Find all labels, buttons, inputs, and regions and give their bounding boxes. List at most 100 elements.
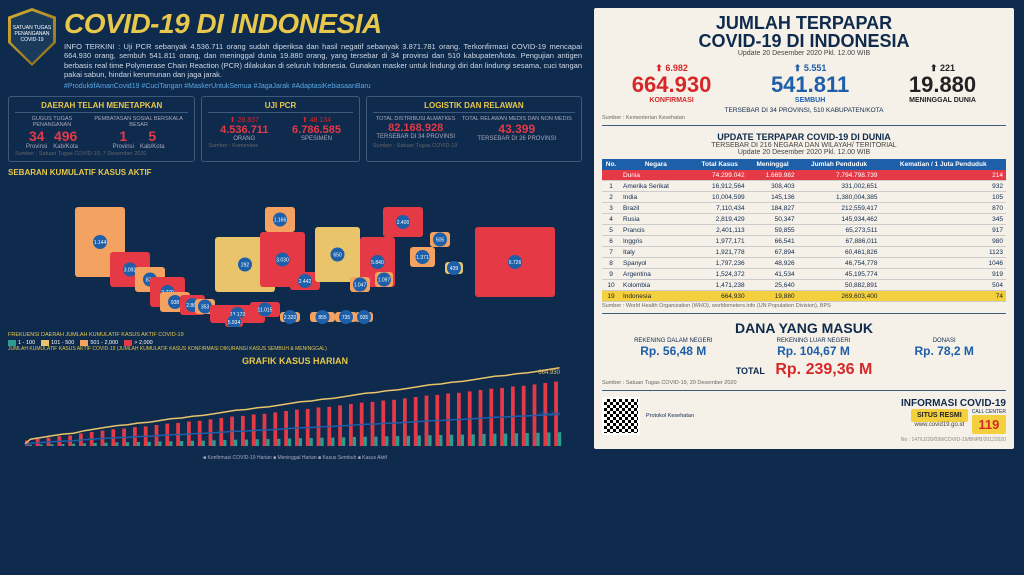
map-region-label: 2.320	[284, 315, 297, 321]
table-cell: 25,640	[748, 280, 798, 291]
table-row: 10Kolombia1,471,23825,64050,882,891504	[602, 280, 1006, 291]
chart-bar-mati	[320, 437, 323, 445]
fund-col: REKENING LUAR NEGERIRp. 104,67 M	[777, 338, 851, 358]
table-cell: 145,934,462	[798, 214, 881, 225]
table-header: No.	[602, 159, 620, 170]
right-update: Update 20 Desember 2020 Pkl. 12.00 WIB	[602, 50, 1006, 57]
stat-title: LOGISTIK DAN RELAWAN	[373, 101, 575, 113]
table-cell: 48,926	[748, 258, 798, 269]
legend-item: > 2,000	[124, 340, 153, 346]
map-region-label: 650	[333, 252, 342, 258]
world-title: UPDATE TERPAPAR COVID-19 DI DUNIA	[602, 132, 1006, 142]
stat-unit: ORANG	[220, 136, 268, 142]
map-region-label: 2.442	[299, 279, 312, 285]
table-cell: Amerika Serikat	[620, 181, 692, 192]
table-cell: 919	[881, 269, 1006, 280]
chart-bar-mati	[148, 441, 151, 445]
table-header: Total Kasus	[692, 159, 748, 170]
map-region-label: 505	[436, 237, 445, 243]
chart-bar-mati	[115, 442, 118, 446]
chart-bar-mati	[169, 441, 172, 446]
chart-bar-mati	[385, 436, 388, 446]
chart-bar-mati	[461, 434, 464, 445]
table-cell: 145,136	[748, 192, 798, 203]
map-region-label: 3.030	[276, 257, 289, 263]
main-title: COVID-19 DI INDONESIA	[64, 8, 582, 40]
chart-bar-mati	[94, 443, 97, 446]
map-section: SEBARAN KUMULATIF KASUS AKTIF 1.1443.092…	[8, 168, 582, 352]
big-label: MENINGGAL DUNIA	[909, 97, 976, 104]
big-val: 664.930	[632, 74, 712, 96]
table-cell: 345	[881, 214, 1006, 225]
map-region-label: 292	[241, 262, 250, 268]
chart-bar-mati	[428, 435, 431, 446]
protokol-label: Protokol Kesehatan	[646, 413, 694, 419]
table-cell: 45,195,774	[798, 269, 881, 280]
map-region-label: 1.097	[378, 277, 391, 283]
table-row: 9Argentina1,524,37241,53445,195,774919	[602, 269, 1006, 280]
table-cell: 6	[602, 236, 620, 247]
chart-bar-mati	[310, 438, 313, 446]
map-region-label: 1.166	[274, 217, 287, 223]
delta: 28.837	[237, 117, 258, 124]
table-cell: 1,977,171	[692, 236, 748, 247]
header: SATUAN TUGAS PENANGANAN COVID-19 COVID-1…	[8, 8, 582, 90]
chart-bar-mati	[266, 439, 269, 446]
situs-button[interactable]: SITUS RESMI	[911, 409, 968, 422]
stat-title: DAERAH TELAH MENETAPKAN	[15, 101, 188, 113]
table-cell: 664,930	[692, 291, 748, 302]
stat-unit: Provinsi	[113, 144, 134, 150]
table-cell: Italy	[620, 247, 692, 258]
delta: 48.134	[310, 117, 331, 124]
stat-logistik: LOGISTIK DAN RELAWAN TOTAL DISTRIBUSI AL…	[366, 96, 582, 162]
doc-number: No : 147/U220/099/COVID-19/BNPB/20122020	[602, 437, 1006, 443]
stat-source: Sumber : Satuan Tugas COVID-19	[373, 143, 575, 149]
stat-sublabel: PEMBATASAN SOSIAL BERSKALA BESAR	[89, 116, 188, 128]
table-cell: 10	[602, 280, 620, 291]
stat-unit: SPESIMEN	[292, 136, 341, 142]
chart-bar-mati	[547, 432, 550, 446]
table-header: Meninggal	[748, 159, 798, 170]
chart-bar-mati	[104, 442, 107, 445]
table-row: 7Italy1,921,77867,89460,461,8261123	[602, 247, 1006, 258]
table-cell: 308,403	[748, 181, 798, 192]
chart-bar-mati	[439, 435, 442, 446]
table-cell: 9	[602, 269, 620, 280]
funds-row: REKENING DALAM NEGERIRp. 56,48 MREKENING…	[602, 338, 1006, 358]
stat-unit: Kab/Kota	[53, 144, 78, 150]
hashtags: #ProduktifAmanCovid19 #CuciTangan #Maske…	[64, 83, 582, 90]
table-cell: 4	[602, 214, 620, 225]
table-cell: 41,534	[748, 269, 798, 280]
call-button[interactable]: 119	[972, 415, 1006, 434]
chart-bar-mati	[50, 444, 53, 446]
chart-bar-mati	[29, 444, 32, 445]
table-row: 3Brazil7,110,434184,827212,559,417870	[602, 203, 1006, 214]
stat-unit: Provinsi	[26, 144, 47, 150]
map-region-label: 938	[171, 300, 180, 306]
table-cell: 5	[602, 225, 620, 236]
table-row: 19Indonesia664,93019,880269,603,40074	[602, 291, 1006, 302]
map-region-label: 5.934	[228, 320, 241, 326]
chart-bar-mati	[515, 433, 518, 446]
chart-bar-mati	[504, 433, 507, 445]
table-cell: 50,347	[748, 214, 798, 225]
table-cell: 504	[881, 280, 1006, 291]
big-source: Sumber : Kementerian Kesehatan	[602, 115, 1006, 121]
shield-logo: SATUAN TUGAS PENANGANAN COVID-19	[8, 8, 56, 66]
chart-bar-mati	[482, 434, 485, 446]
table-cell: 2	[602, 192, 620, 203]
table-cell: 67,894	[748, 247, 798, 258]
chart-bar-mati	[299, 438, 302, 446]
table-cell: 46,754,778	[798, 258, 881, 269]
chart-title: GRAFIK KASUS HARIAN	[8, 356, 582, 366]
chart-end-label: 664.930	[538, 370, 560, 376]
table-cell: Argentina	[620, 269, 692, 280]
table-row: 2India10,004,599145,1361,380,004,385105	[602, 192, 1006, 203]
fund-total-label: TOTAL	[736, 366, 765, 376]
stat-sublabel: GUGUS TUGAS PENANGANAN	[15, 116, 89, 128]
stat-val: 43.399	[462, 122, 572, 136]
table-cell: Inggris	[620, 236, 692, 247]
left-stats-row: DAERAH TELAH MENETAPKAN GUGUS TUGAS PENA…	[8, 96, 582, 162]
chart-bar-mati	[450, 434, 453, 445]
chart-bar-mati	[40, 444, 43, 446]
